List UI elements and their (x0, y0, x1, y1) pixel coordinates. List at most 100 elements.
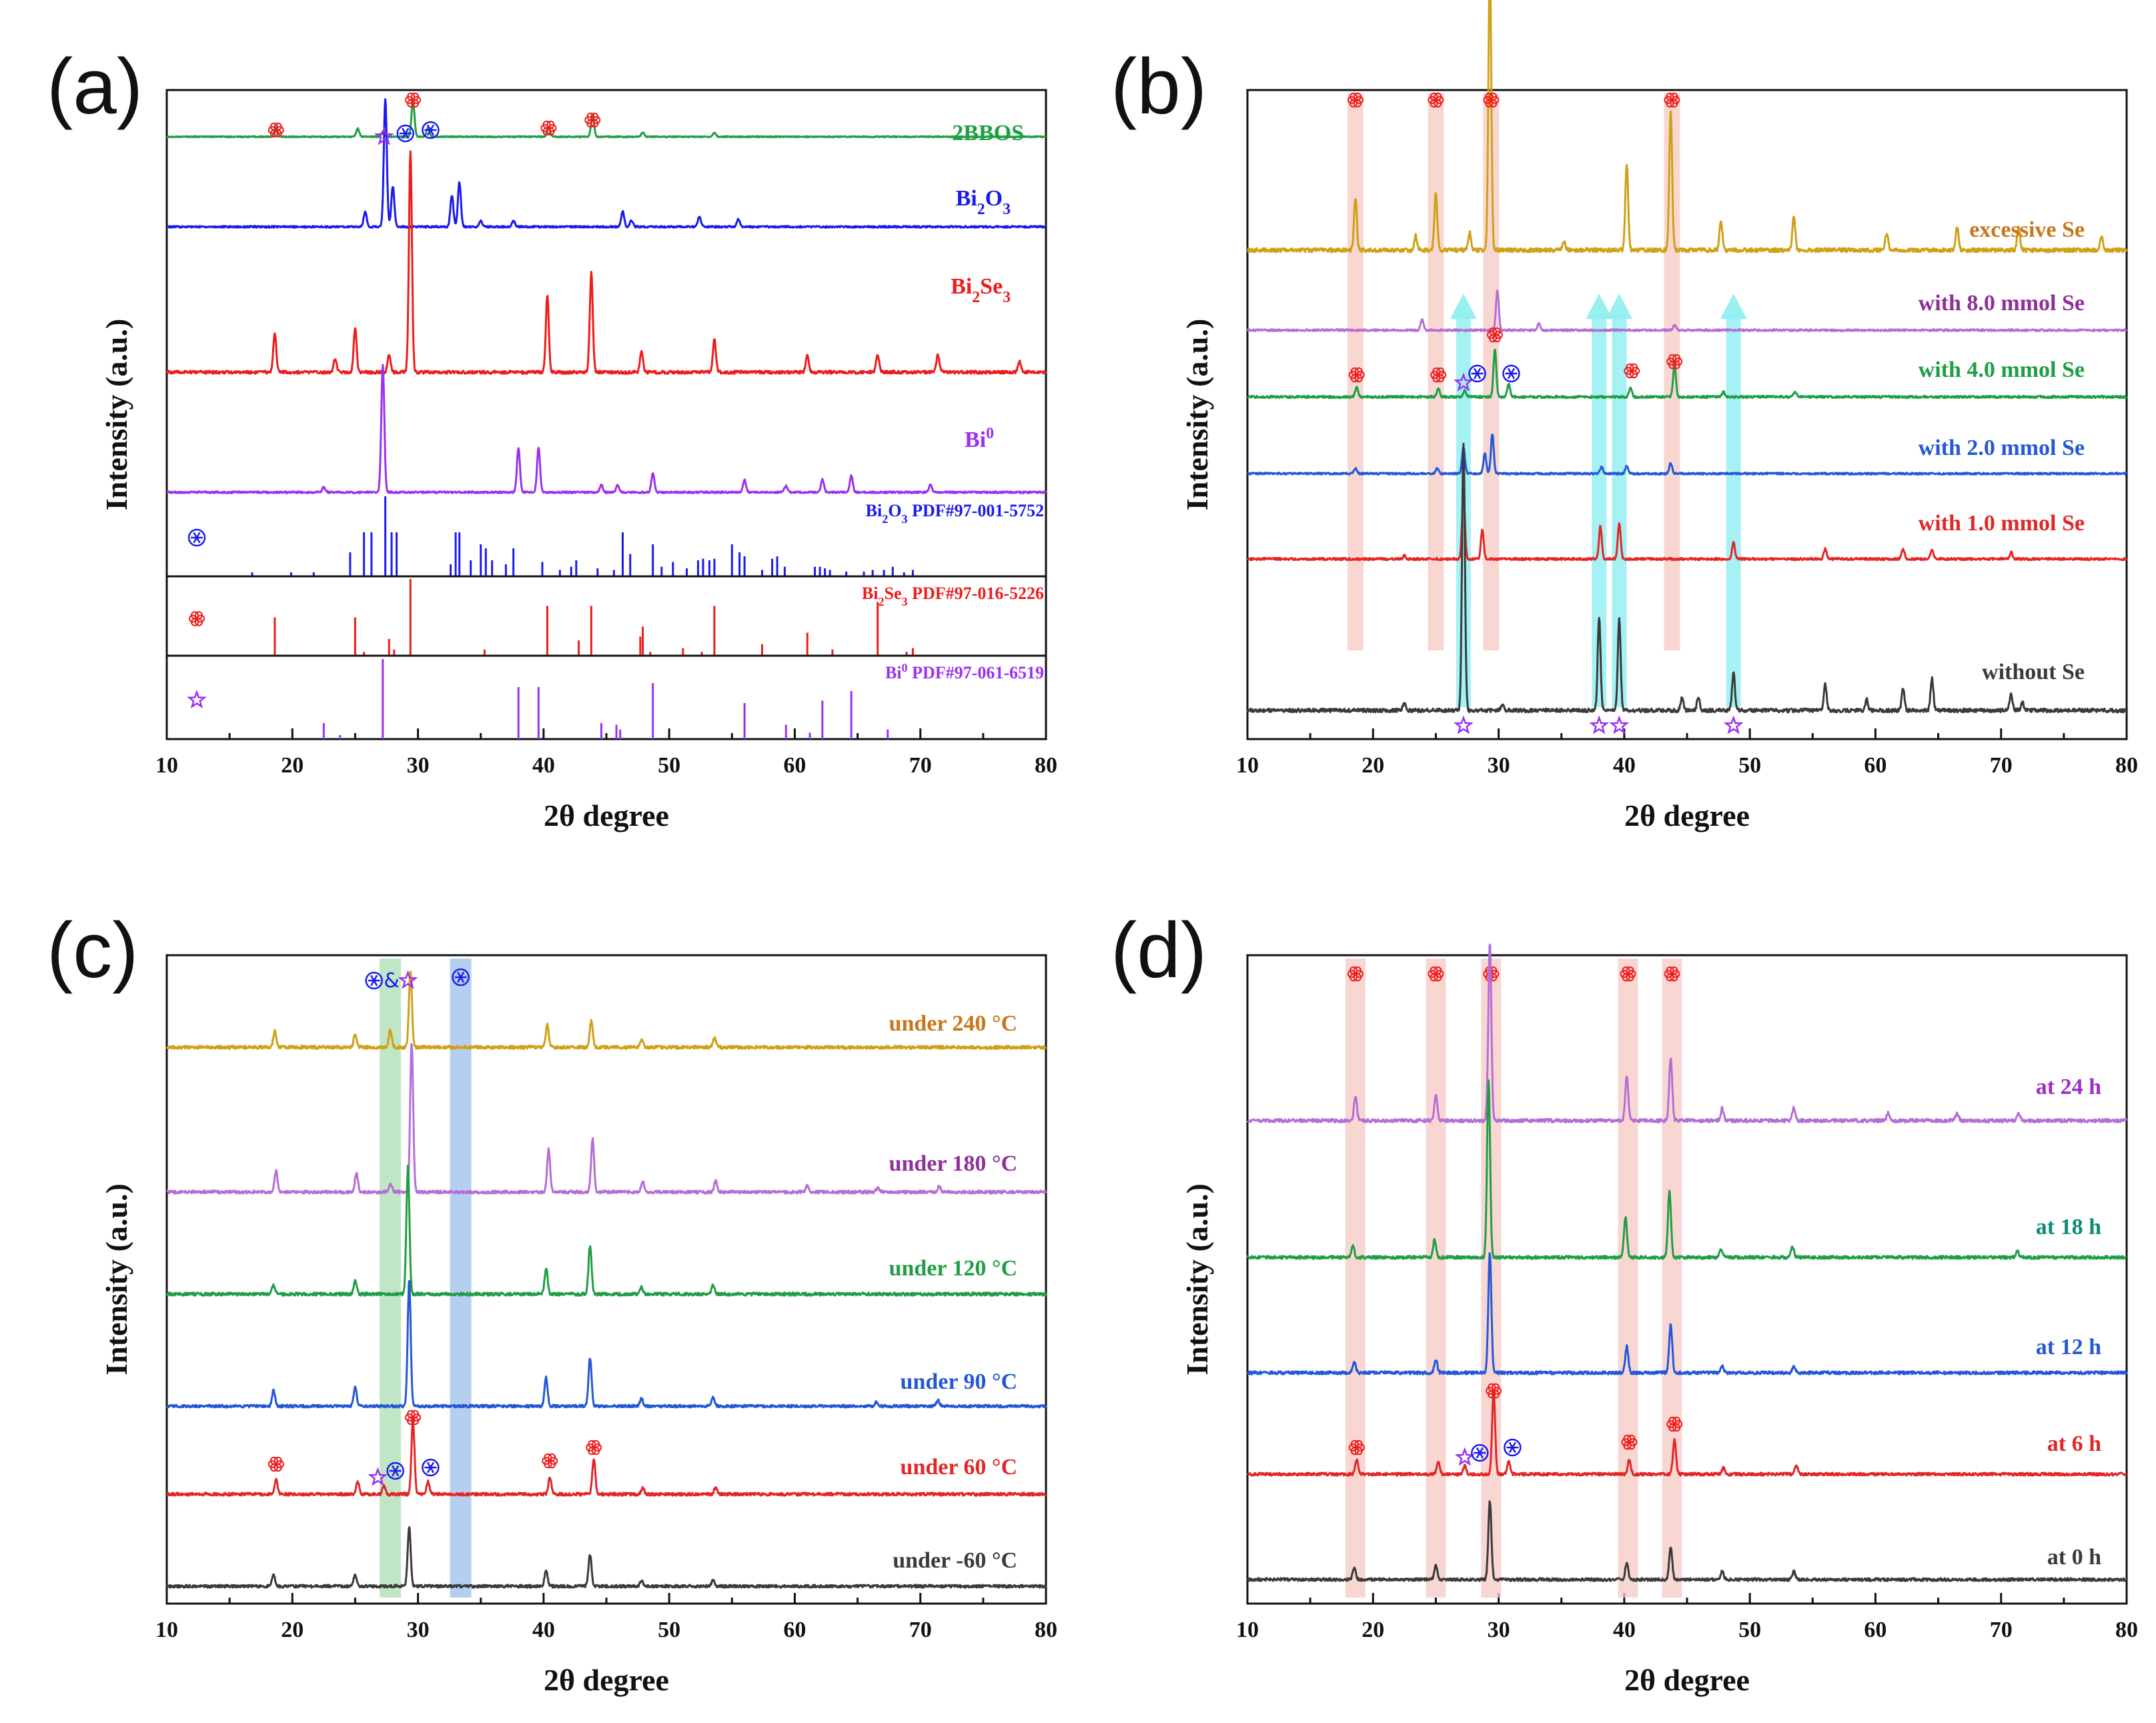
highlight-band (1456, 314, 1471, 707)
reference-label: Bi2O3 PDF#97-001-5752 (866, 501, 1044, 526)
x-tick-label: 80 (2115, 753, 2138, 778)
snowflake-ring (422, 121, 440, 139)
flower-petal (586, 112, 595, 121)
x-tick-label: 70 (909, 1618, 932, 1642)
flower-petal (1434, 92, 1442, 101)
flower-petal (1668, 354, 1677, 362)
series-label-bi0-part: 0 (986, 425, 994, 442)
flower-petal (1488, 327, 1497, 336)
flower-icon (1666, 354, 1683, 370)
snowflake-ring (1502, 364, 1520, 383)
flower-center (1670, 972, 1674, 976)
series-line (165, 971, 1047, 1050)
star-icon (1589, 715, 1610, 734)
flower-petal (1666, 966, 1674, 975)
x-tick-label: 80 (2115, 1618, 2138, 1642)
snowflake-arm (1507, 368, 1515, 380)
star-icon (187, 689, 207, 709)
x-tick-label: 40 (532, 1618, 555, 1642)
highlight-band (1592, 314, 1607, 707)
series-label-2bbos: 2BBOS (952, 121, 1024, 145)
snowflake-ring (365, 971, 383, 990)
series-label: under 90 °C (901, 1369, 1017, 1394)
reference-label-part: Bi (866, 501, 883, 520)
flower-icon (1666, 1416, 1683, 1432)
series-label: without Se (1982, 660, 2085, 684)
flower-center (1492, 1389, 1496, 1393)
series-line (1246, 1252, 2128, 1375)
flower-icon (1664, 966, 1680, 982)
flower-center (548, 1459, 552, 1463)
flower-center (546, 126, 551, 130)
plot-frame (1246, 954, 2128, 1605)
x-tick-label: 50 (1738, 1618, 1761, 1642)
flower-icon (586, 1440, 602, 1456)
snowflake-icon (386, 1462, 404, 1480)
series-label-bi2se3-part: 3 (1003, 289, 1011, 306)
panel-label: (c) (47, 907, 139, 995)
series-label: with 4.0 mmol Se (1919, 358, 2085, 382)
reference-label-part: Bi (885, 663, 902, 682)
star-icon (398, 970, 418, 989)
series-label: under 60 °C (901, 1455, 1017, 1480)
highlight-band (450, 959, 472, 1598)
flower-petal (1430, 966, 1438, 975)
series-label: with 1.0 mmol Se (1919, 511, 2085, 536)
snowflake-arm (370, 975, 378, 987)
y-axis-title: Intensity (a.u.) (1180, 319, 1214, 511)
flower-petal (542, 120, 551, 129)
reference-label-part: 3 (902, 512, 908, 526)
series-label-bi2o3-part: 2 (977, 201, 985, 218)
highlight-band (1726, 314, 1741, 707)
snowflake-icon (365, 971, 383, 990)
flower-petal (191, 611, 199, 620)
flower-petal (411, 1409, 420, 1418)
star-icon (1453, 372, 1474, 392)
series-label-bi2se3-part: Se (980, 274, 1003, 299)
snowflake-icon (452, 968, 470, 987)
snowflake-icon (1468, 364, 1486, 383)
series-label: under 180 °C (889, 1151, 1017, 1176)
flower-icon (1483, 92, 1500, 108)
x-tick-label: 60 (783, 1618, 806, 1642)
flower-petal (1350, 1440, 1359, 1448)
flower-icon (1621, 1434, 1638, 1450)
x-tick-label: 50 (658, 1618, 680, 1642)
panel-2: 10 20 30 40 50 60 70 80 2θ degree Intensity (a.u.… (47, 907, 1057, 1697)
flower-petal (407, 1409, 416, 1418)
x-axis-title: 2θ degree (544, 1663, 669, 1697)
series-label: with 8.0 mmol Se (1919, 291, 2085, 316)
reference-label-part: Bi (862, 584, 879, 603)
flower-petal (1670, 92, 1678, 101)
flower-petal (1430, 92, 1438, 101)
snowflake-icon (396, 124, 414, 143)
x-tick-label: 30 (1488, 753, 1510, 778)
snowflake-icon (1502, 364, 1520, 383)
flower-petal (1353, 92, 1362, 101)
series-label: under -60 °C (893, 1548, 1017, 1573)
x-tick-label: 40 (532, 753, 555, 778)
flower-petal (1349, 966, 1358, 975)
series-line (1246, 1079, 2127, 1260)
series-label-bi2se3-part: 2 (972, 289, 980, 306)
flower-center (1627, 1440, 1632, 1444)
series-label-bi0: Bi0 (965, 425, 994, 452)
flower-petal (1353, 966, 1362, 975)
x-tick-label: 10 (1236, 753, 1259, 778)
series-label: under 240 °C (889, 1011, 1017, 1036)
x-tick-label: 60 (1864, 1618, 1886, 1642)
series-line (1246, 1389, 2127, 1477)
snowflake-arm (426, 124, 434, 136)
series-line (1247, 0, 2128, 253)
x-tick-label: 20 (1362, 1618, 1384, 1642)
snowflake-ring (1504, 1438, 1522, 1457)
series-line (1247, 348, 2128, 400)
snowflake-icon (1504, 1438, 1522, 1457)
series-label-bi2se3-part: Bi (951, 274, 972, 299)
snowflake-arm (392, 1465, 400, 1477)
x-tick-label: 10 (155, 753, 178, 778)
snowflake-ring (452, 968, 470, 987)
x-tick-label: 70 (1990, 1618, 2013, 1642)
snowflake-icon (422, 1458, 440, 1477)
